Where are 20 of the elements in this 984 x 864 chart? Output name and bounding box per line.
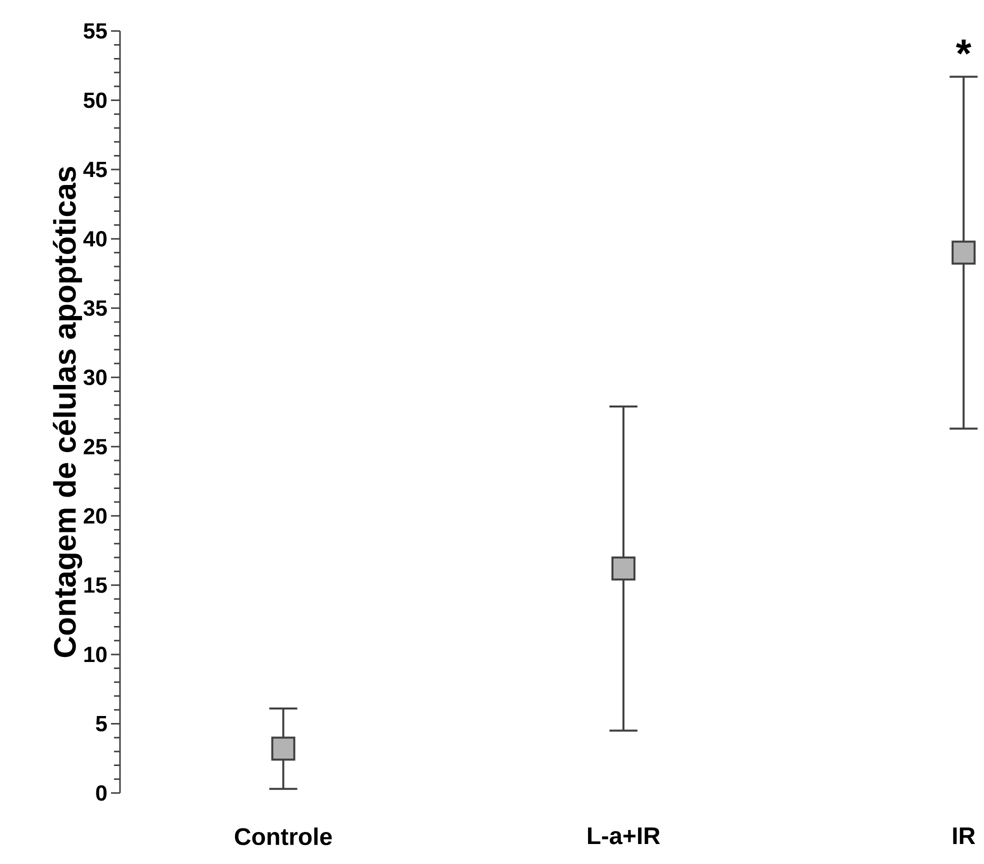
x-tick-label: IR [953, 828, 976, 844]
point [952, 240, 976, 265]
y-tick-label: 0 [96, 785, 107, 801]
y-tick-label: 25 [84, 438, 107, 454]
y-tick-label: 35 [84, 300, 107, 316]
y-tick-label: 20 [84, 508, 107, 524]
y-tick-label: 55 [84, 23, 107, 39]
y-tick-label: 40 [83, 231, 107, 247]
annotation: * [956, 40, 972, 55]
y-tick-label: 10 [84, 646, 107, 662]
x-tick-label: Controle [234, 828, 332, 846]
point [611, 556, 636, 581]
y-tick-label: 5 [96, 716, 107, 732]
y-tick-label: 15 [84, 578, 107, 593]
y-tick-label: 45 [83, 162, 107, 178]
y-tick-label: 30 [84, 370, 107, 386]
y-tick-label: 50 [84, 92, 107, 108]
y-axis-title: Contagem de células apoptóticas [52, 166, 82, 658]
point [271, 736, 296, 761]
x-tick-label: L-a+IR [588, 828, 660, 844]
